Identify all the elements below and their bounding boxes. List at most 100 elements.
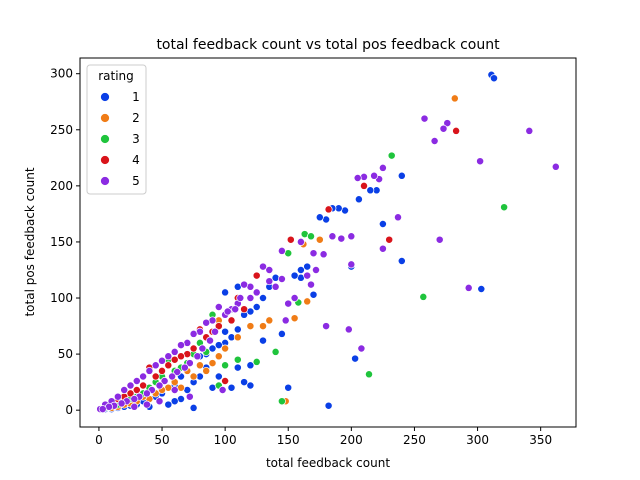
- x-tick-label: 200: [340, 433, 363, 447]
- data-point: [214, 352, 223, 361]
- data-point: [439, 124, 448, 133]
- data-point: [132, 377, 141, 385]
- data-point: [324, 401, 333, 410]
- data-point: [265, 266, 274, 274]
- data-point: [202, 366, 211, 375]
- data-point: [354, 195, 363, 204]
- data-point: [252, 303, 261, 311]
- chart-title: total feedback count vs total pos feedba…: [156, 37, 500, 53]
- data-point: [142, 389, 151, 398]
- data-point: [236, 294, 245, 302]
- data-point: [259, 322, 267, 331]
- data-point: [168, 372, 177, 381]
- data-point: [315, 213, 324, 222]
- x-tick-label: 100: [214, 433, 237, 447]
- data-point: [435, 235, 444, 244]
- legend-marker: [100, 92, 110, 102]
- data-point: [303, 262, 312, 271]
- data-point: [303, 271, 312, 280]
- data-point: [307, 280, 315, 289]
- y-tick-label: 150: [50, 235, 73, 249]
- data-point: [500, 203, 509, 212]
- data-point: [139, 381, 148, 390]
- data-point: [246, 294, 255, 302]
- data-point: [420, 114, 429, 123]
- x-tick-label: 50: [154, 433, 169, 447]
- data-point: [328, 232, 337, 241]
- data-point: [337, 234, 346, 243]
- data-point: [360, 181, 368, 190]
- data-point: [208, 359, 217, 368]
- legend-items: 1 2 3 4 5: [100, 90, 140, 188]
- data-point: [246, 381, 255, 390]
- data-point: [365, 370, 373, 379]
- x-tick-label: 250: [403, 433, 426, 447]
- data-point: [218, 386, 227, 394]
- data-point: [378, 220, 387, 228]
- data-point: [151, 372, 160, 381]
- data-point: [164, 352, 173, 361]
- data-point: [366, 186, 375, 195]
- data-point: [185, 359, 194, 368]
- data-point: [271, 282, 280, 291]
- data-point: [476, 157, 485, 166]
- data-point: [120, 386, 129, 394]
- data-point: [319, 250, 328, 259]
- data-point: [139, 372, 148, 381]
- data-point: [353, 174, 362, 182]
- data-point: [227, 383, 236, 392]
- data-point: [347, 232, 356, 241]
- data-point: [126, 389, 135, 398]
- data-point: [170, 355, 179, 364]
- data-point: [117, 399, 126, 408]
- data-point: [394, 213, 402, 222]
- data-point: [170, 347, 179, 356]
- legend: rating 1 2 3 4 5: [86, 64, 147, 195]
- data-point: [130, 395, 139, 403]
- data-point: [113, 392, 122, 401]
- legend-label: 3: [132, 132, 140, 146]
- data-point: [98, 405, 107, 414]
- data-point: [221, 327, 230, 336]
- y-tick-label: 0: [65, 403, 73, 417]
- data-point: [290, 294, 299, 302]
- data-point: [164, 400, 173, 409]
- data-point: [126, 381, 135, 390]
- data-point: [284, 299, 293, 308]
- data-point: [419, 292, 428, 301]
- y-tick-label: 50: [58, 347, 73, 361]
- data-point: [173, 368, 182, 376]
- plot-frame: [79, 57, 577, 428]
- data-point: [385, 235, 394, 244]
- data-point: [177, 352, 185, 361]
- data-point: [378, 244, 387, 253]
- data-point: [145, 366, 154, 375]
- data-point: [142, 400, 151, 409]
- legend-label: 4: [132, 153, 140, 167]
- data-point: [208, 344, 217, 353]
- data-point: [240, 378, 249, 387]
- y-tick-label: 300: [50, 67, 73, 81]
- data-point: [312, 266, 320, 274]
- data-point: [252, 357, 261, 366]
- data-point: [233, 355, 242, 364]
- data-point: [233, 325, 242, 334]
- data-point: [202, 318, 211, 327]
- legend-label: 5: [132, 174, 140, 188]
- legend-marker: [100, 113, 110, 123]
- data-point: [315, 235, 324, 244]
- data-point: [277, 397, 286, 406]
- data-point: [277, 329, 286, 338]
- data-point: [290, 271, 299, 280]
- data-point: [252, 288, 261, 297]
- data-point: [430, 137, 439, 145]
- data-point: [387, 151, 396, 160]
- data-point: [214, 372, 223, 381]
- data-point: [155, 381, 164, 390]
- data-point: [477, 285, 486, 293]
- data-point: [290, 314, 299, 323]
- data-point: [309, 290, 318, 299]
- data-point: [227, 316, 236, 325]
- data-point: [525, 126, 534, 135]
- data-point: [246, 322, 255, 331]
